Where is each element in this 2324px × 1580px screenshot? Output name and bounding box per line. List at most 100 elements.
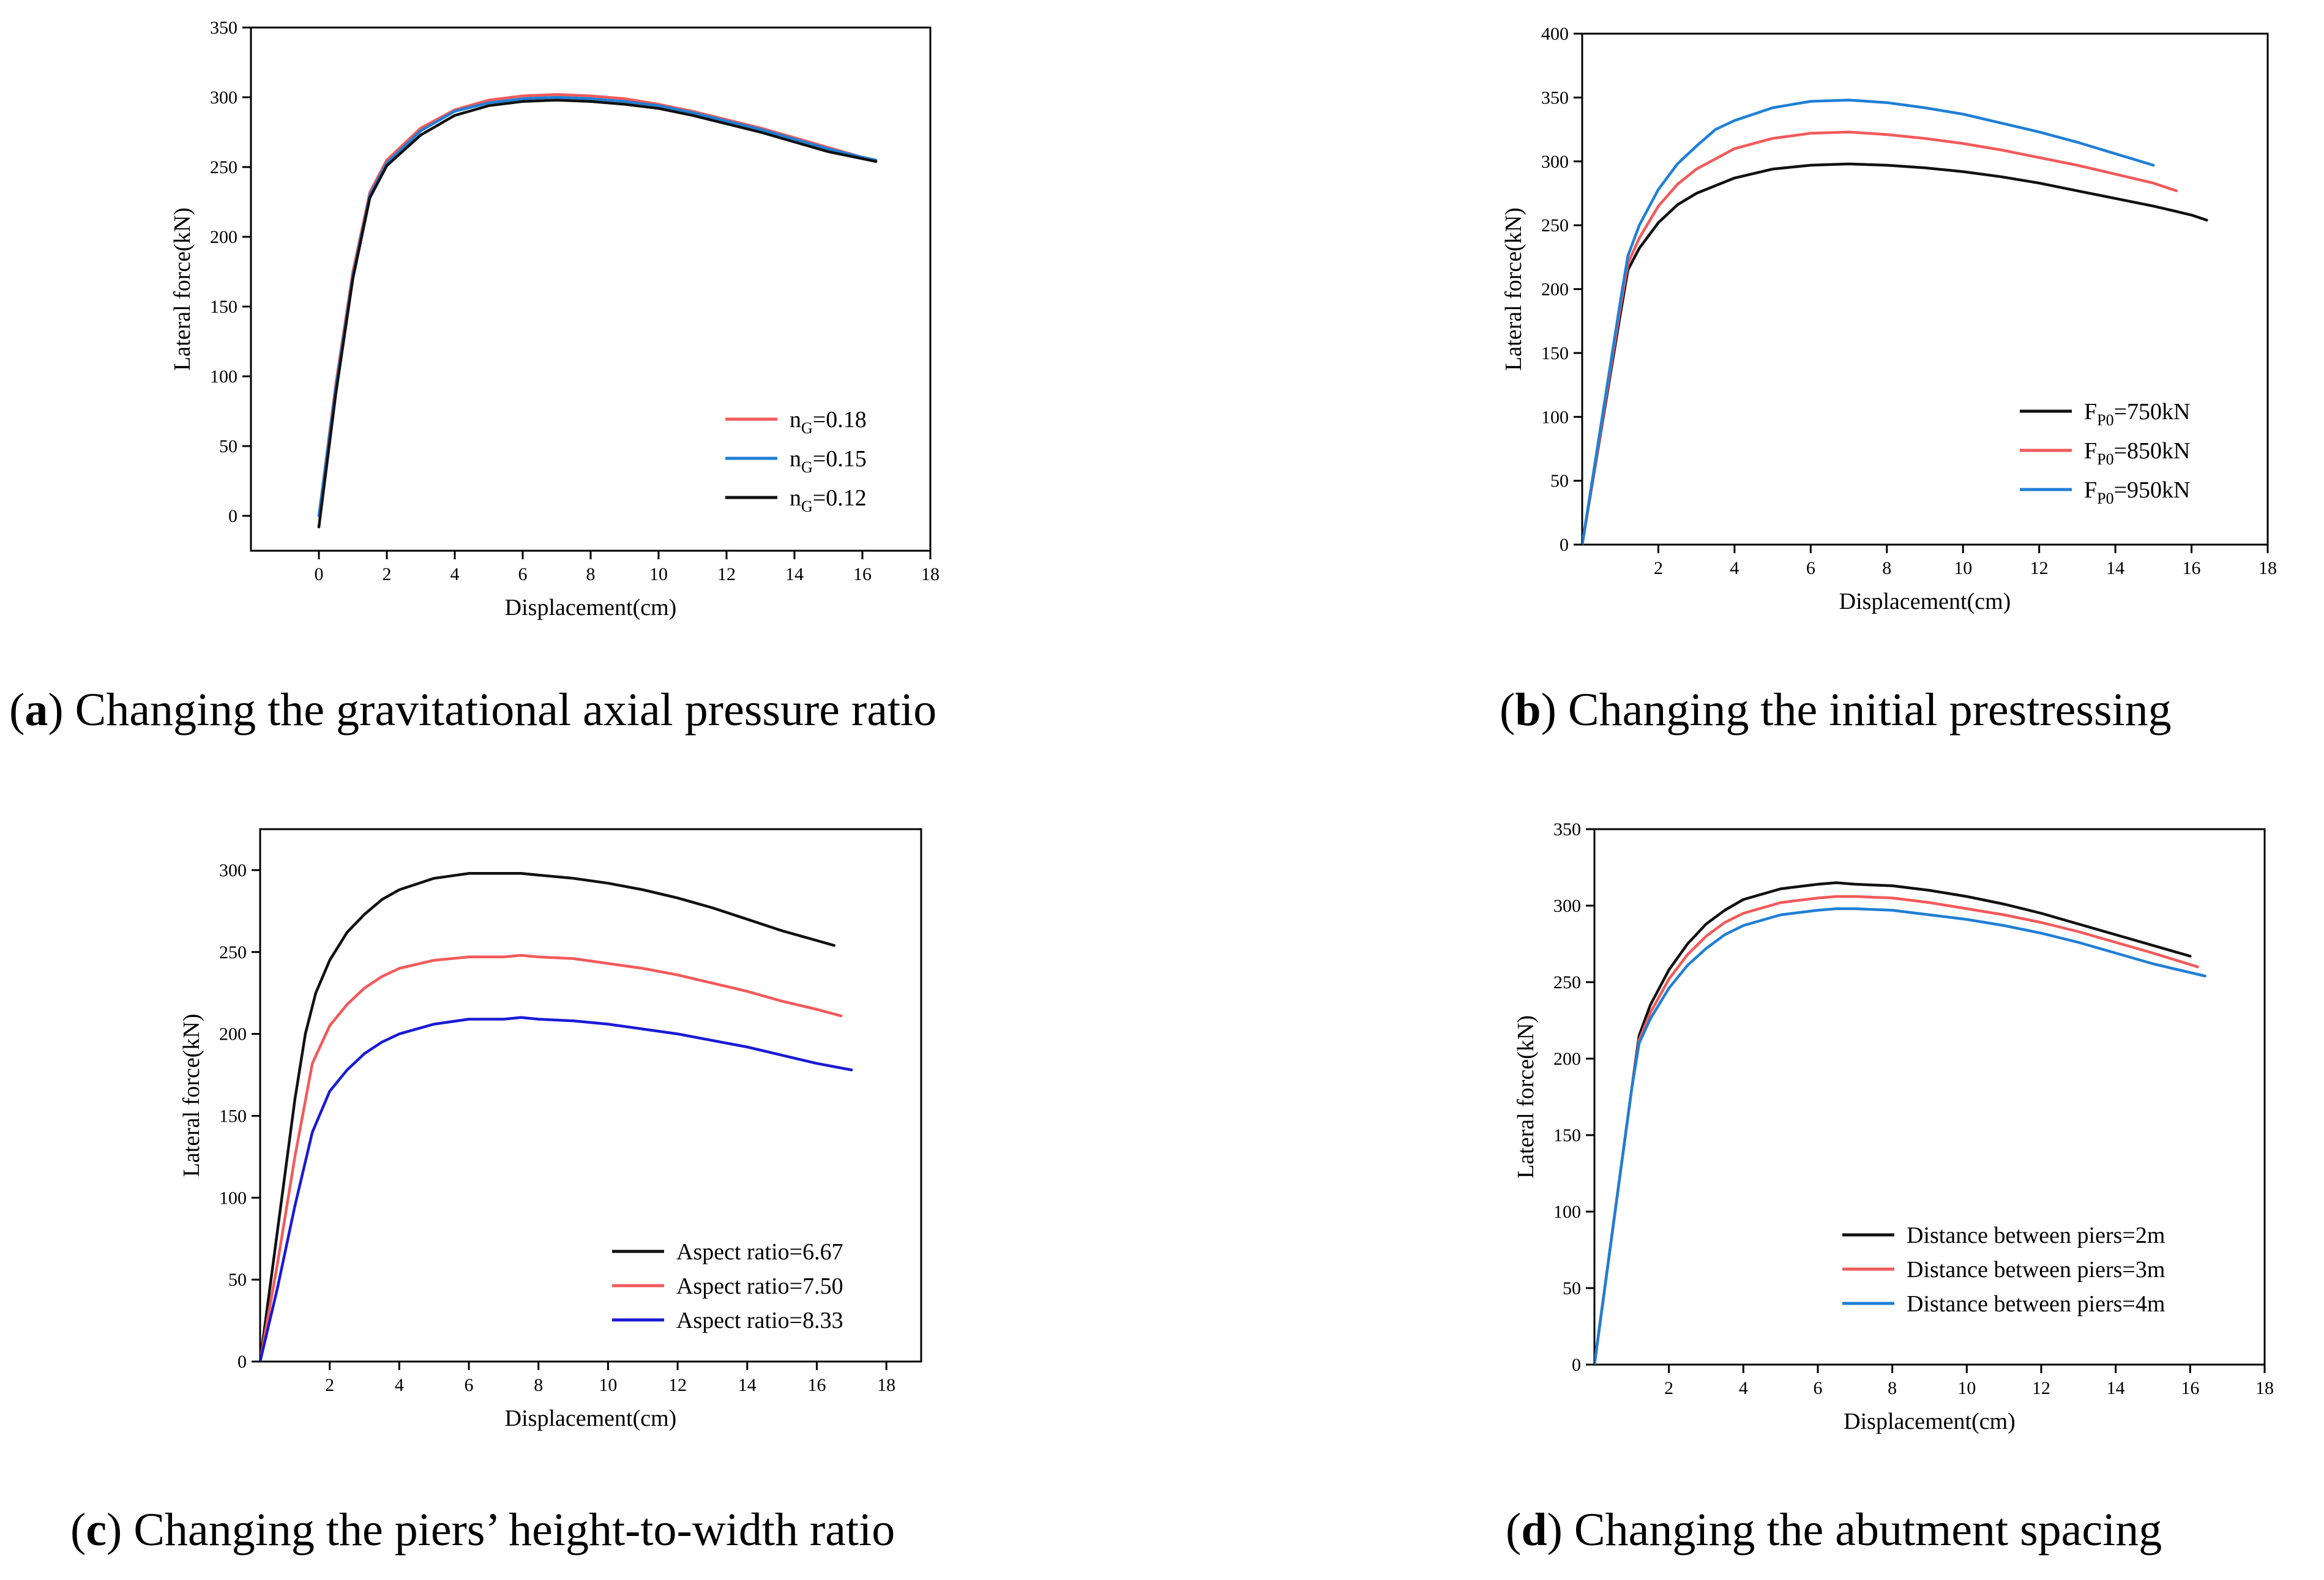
- series-line-3: [317, 99, 878, 529]
- y-axis-label: Lateral force(kN): [1501, 207, 1526, 371]
- y-tick-label: 0: [1560, 535, 1569, 555]
- legend-label: Aspect ratio=7.50: [676, 1273, 843, 1299]
- y-tick-label: 150: [1541, 343, 1569, 363]
- x-tick-label: 10: [1957, 1378, 1976, 1398]
- y-tick-label: 100: [210, 367, 237, 387]
- x-tick-label: 4: [450, 564, 460, 584]
- plot-frame: [259, 828, 922, 1363]
- y-tick-label: 250: [1541, 215, 1569, 236]
- x-tick-label: 14: [785, 564, 804, 584]
- y-tick-label: 100: [1541, 407, 1569, 427]
- series-line-3: [260, 1016, 853, 1362]
- x-tick-label: 12: [2032, 1378, 2050, 1398]
- y-tick-label: 200: [1541, 280, 1569, 300]
- x-tick-label: 14: [2106, 558, 2124, 578]
- x-tick-label: 14: [2107, 1378, 2125, 1398]
- chart-panel-d: 2 4 6 8 10 12 14 16 18 0 50 100 150 200 250 300 350 Displ…: [1506, 819, 2274, 1556]
- y-tick-label: 0: [237, 1352, 247, 1372]
- legend-label: Aspect ratio=6.67: [676, 1239, 843, 1265]
- x-tick-label: 10: [649, 564, 668, 584]
- x-tick-label: 12: [717, 564, 736, 584]
- y-tick-label: 300: [219, 860, 247, 881]
- x-tick-label: 12: [668, 1375, 687, 1395]
- x-tick-label: 18: [877, 1375, 895, 1395]
- plot-frame: [1593, 828, 2266, 1366]
- legend-label: Distance between piers=4m: [1907, 1291, 2165, 1317]
- series-line-2: [1582, 130, 2178, 545]
- x-tick-label: 14: [738, 1375, 757, 1395]
- legend-label: Distance between piers=2m: [1907, 1223, 2165, 1248]
- x-tick-label: 2: [383, 564, 392, 584]
- legend-label: nG=0.12: [790, 485, 867, 515]
- y-tick-label: 350: [1553, 819, 1581, 840]
- legend-label: nG=0.15: [790, 446, 867, 476]
- panel-caption: (b) Changing the initial prestressing: [1500, 684, 2172, 736]
- x-tick-label: 2: [325, 1375, 334, 1395]
- series-line-3: [1582, 99, 2155, 545]
- x-tick-label: 8: [534, 1375, 543, 1395]
- y-tick-label: 200: [210, 227, 237, 247]
- legend-label: nG=0.18: [790, 407, 867, 437]
- panel-caption: (c) Changing the piers’ height-to-width …: [70, 1504, 895, 1556]
- series-line-2: [260, 953, 843, 1362]
- y-axis-label: Lateral force(kN): [179, 1014, 204, 1177]
- x-axis-label: Displacement(cm): [505, 1406, 677, 1431]
- x-tick-label: 10: [599, 1375, 617, 1395]
- x-tick-label: 2: [1654, 558, 1663, 578]
- y-tick-label: 300: [1541, 152, 1569, 172]
- y-tick-label: 300: [210, 88, 237, 108]
- plot-frame: [250, 26, 932, 552]
- series-line-1: [260, 872, 836, 1362]
- y-tick-label: 0: [1572, 1355, 1581, 1375]
- chart-panel-c: 2 4 6 8 10 12 14 16 18 0 50 100 150 200 250 300 Displace…: [70, 828, 922, 1556]
- x-tick-label: 18: [2255, 1378, 2274, 1398]
- y-tick-label: 250: [219, 942, 247, 963]
- y-tick-label: 300: [1553, 896, 1581, 916]
- y-tick-label: 50: [219, 436, 237, 456]
- x-tick-label: 16: [807, 1375, 826, 1395]
- legend-label: FP0=750kN: [2084, 399, 2190, 429]
- x-tick-label: 16: [853, 564, 872, 584]
- legend-label: Distance between piers=3m: [1907, 1257, 2165, 1283]
- y-tick-label: 100: [1553, 1202, 1581, 1222]
- plot-frame: [1581, 32, 2269, 546]
- y-tick-label: 350: [1541, 88, 1569, 108]
- x-tick-label: 16: [2181, 1378, 2199, 1398]
- x-tick-label: 6: [1806, 558, 1815, 578]
- x-tick-label: 12: [2030, 558, 2049, 578]
- series-line-3: [1594, 907, 2206, 1365]
- chart-panel-a: 0 2 4 6 8 10 12 14 16 18 0 50 100 150 200 250 300 350 Disp…: [9, 18, 940, 736]
- x-tick-label: 6: [518, 564, 528, 584]
- y-tick-label: 200: [1553, 1049, 1581, 1069]
- x-tick-label: 8: [1882, 558, 1891, 578]
- panel-caption: (d) Changing the abutment spacing: [1506, 1504, 2162, 1556]
- y-tick-label: 150: [219, 1106, 247, 1126]
- x-axis-label: Displacement(cm): [1839, 589, 2011, 614]
- y-tick-label: 50: [1563, 1278, 1581, 1299]
- x-tick-label: 6: [465, 1375, 474, 1395]
- x-tick-label: 6: [1814, 1378, 1823, 1398]
- y-tick-label: 400: [1541, 24, 1569, 44]
- y-tick-label: 250: [210, 157, 237, 177]
- legend-label: FP0=950kN: [2084, 477, 2190, 507]
- x-tick-label: 10: [1954, 558, 1972, 578]
- x-tick-label: 18: [921, 564, 940, 584]
- x-tick-label: 8: [586, 564, 596, 584]
- x-axis-label: Displacement(cm): [505, 595, 677, 620]
- x-axis-label: Displacement(cm): [1844, 1409, 2016, 1434]
- y-tick-label: 50: [228, 1270, 247, 1290]
- series-line-2: [1594, 895, 2199, 1365]
- y-tick-label: 200: [219, 1024, 247, 1045]
- y-tick-label: 100: [219, 1188, 247, 1208]
- x-tick-label: 2: [1664, 1378, 1673, 1398]
- y-axis-label: Lateral force(kN): [170, 207, 195, 371]
- y-tick-label: 150: [1553, 1125, 1581, 1146]
- y-axis-label: Lateral force(kN): [1513, 1015, 1539, 1179]
- x-tick-label: 16: [2183, 558, 2201, 578]
- chart-panel-b: 2 4 6 8 10 12 14 16 18 0 50 100 150 200 250 300 350 400 Di…: [1500, 24, 2277, 736]
- y-tick-label: 250: [1553, 972, 1581, 993]
- legend-label: Aspect ratio=8.33: [676, 1308, 843, 1333]
- x-tick-label: 4: [1730, 558, 1739, 578]
- x-tick-label: 0: [315, 564, 324, 584]
